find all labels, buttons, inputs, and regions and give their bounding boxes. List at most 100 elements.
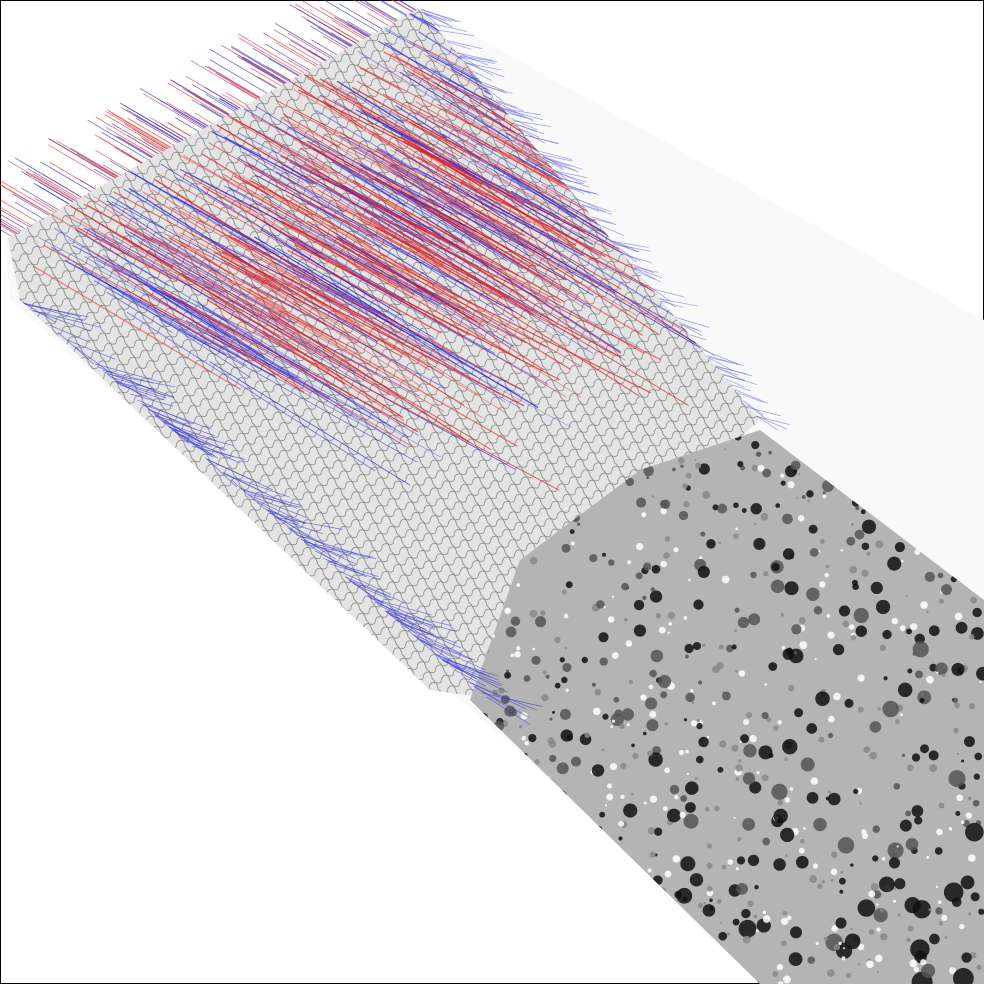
speckle [679,511,688,520]
speckle [799,641,807,649]
speckle [900,625,906,631]
speckle [646,719,658,731]
speckle [555,683,561,689]
speckle [565,647,567,649]
speckle [636,497,646,507]
speckle [926,856,929,859]
speckle [862,543,870,551]
speckle [664,768,669,773]
speckle [756,929,759,932]
speckle [826,565,830,569]
speckle [771,563,779,571]
speckle [894,878,905,889]
speckle [974,773,980,779]
speckle [926,676,934,684]
speckle [866,552,870,556]
speckle [709,898,712,901]
speckle [762,712,769,719]
speckle [531,656,540,665]
speckle [683,501,689,507]
speckle [650,796,657,803]
speckle [733,502,739,508]
speckle [803,827,806,830]
speckle [651,587,655,591]
speckle [842,621,849,628]
speckle [735,528,738,531]
speckle [717,504,727,514]
speckle [557,762,569,774]
speckle [650,590,662,602]
speckle [913,900,931,918]
speckle [718,932,727,941]
speckle [811,777,818,784]
speckle [649,685,654,690]
speckle [524,741,529,746]
speckle [801,758,815,772]
speckle [828,716,835,723]
speckle [871,883,879,891]
speckle [698,737,709,748]
speckle [939,599,944,604]
speckle [516,583,520,587]
speckle [549,755,556,762]
speckle [623,803,637,817]
speckle [748,613,760,625]
speckle [763,911,766,914]
speckle [739,670,746,677]
speckle [761,513,769,521]
speckle [694,459,696,461]
speckle [610,726,613,729]
speckle [911,805,923,817]
speckle [869,752,877,760]
speckle [511,616,521,626]
speckle [882,857,886,861]
speckle [796,497,798,499]
speckle [957,753,959,755]
speckle [858,899,875,916]
speckle [700,532,705,537]
speckle [600,657,608,665]
speckle [910,623,917,630]
speckle [841,956,845,960]
speckle [743,744,756,757]
speckle [972,608,981,617]
speckle [882,630,891,639]
speckle [647,751,653,757]
speckle [743,772,755,784]
speckle [736,867,739,870]
speckle [968,854,976,862]
speckle [929,764,937,772]
speckle [791,624,801,634]
speckle [858,707,864,713]
speckle [759,745,773,759]
speckle [895,719,900,724]
speckle [915,670,923,678]
speckle [809,525,818,534]
speckle [712,701,716,705]
speckle [703,902,705,904]
speckle [827,969,835,977]
speckle [504,672,511,679]
speckle [735,608,740,613]
speckle [816,942,819,945]
speckle [787,481,794,488]
speckle [906,838,919,851]
speckle [861,509,866,514]
speckle [827,632,834,639]
speckle [673,855,681,863]
speckle [612,652,619,659]
speckle [941,915,947,921]
speckle [692,701,695,704]
speckle [824,937,828,941]
speckle [921,964,935,978]
speckle [953,728,958,733]
speckle [780,473,784,477]
speckle [851,635,857,641]
speckle [780,828,794,842]
speckle [732,644,737,649]
speckle [772,971,778,977]
speckle [813,863,818,868]
speckle [893,900,896,903]
speckle [920,601,928,609]
speckle [663,552,669,558]
